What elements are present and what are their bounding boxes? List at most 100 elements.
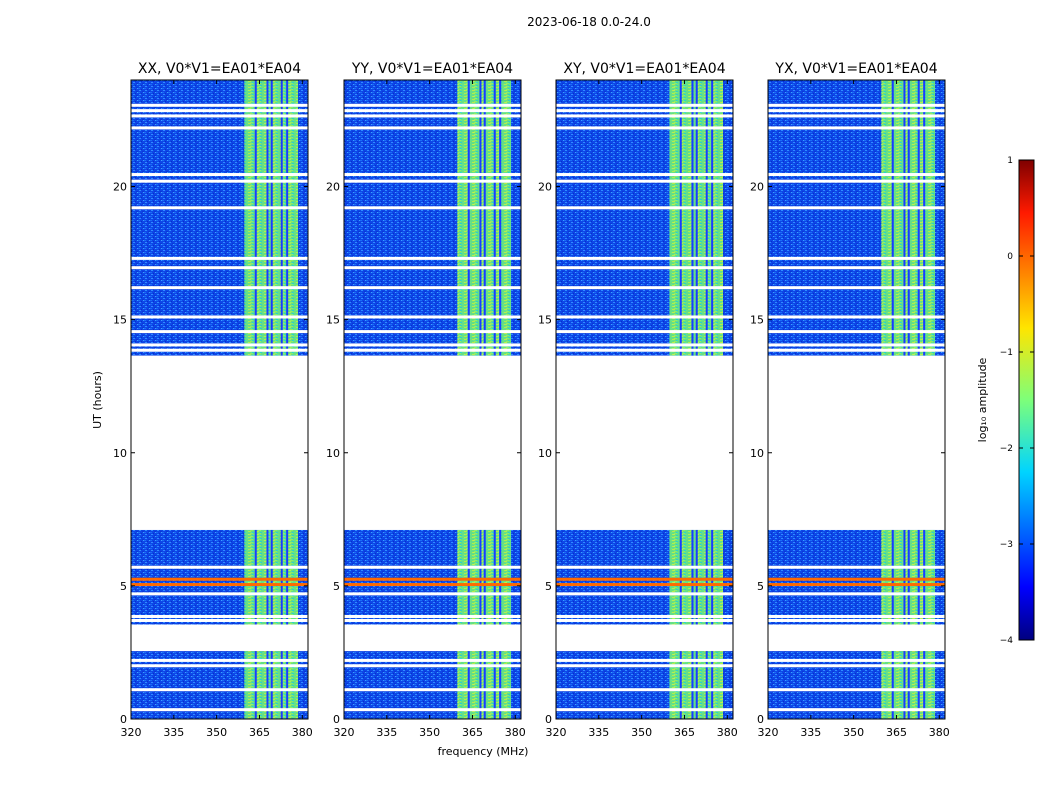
flagged-row: [556, 565, 733, 569]
flagged-row: [131, 565, 308, 569]
flagged-row: [556, 348, 733, 352]
channel-gap: [499, 651, 502, 719]
channel-gap: [266, 651, 269, 719]
flagged-row: [344, 330, 521, 334]
flagged-row: [768, 103, 945, 107]
x-tick-label: 320: [121, 726, 142, 739]
x-tick-label: 350: [631, 726, 652, 739]
plot-frame: [767, 79, 946, 720]
flagged-row: [556, 179, 733, 183]
channel-gap: [907, 80, 910, 356]
channel-gap: [891, 80, 894, 356]
x-tick-label: 380: [929, 726, 950, 739]
channel-gap: [679, 651, 682, 719]
flagged-row: [344, 664, 521, 668]
y-tick-label: 10: [750, 447, 764, 460]
flagged-row: [768, 330, 945, 334]
channel-gap: [917, 80, 920, 356]
channel-gap: [923, 80, 926, 356]
flagged-row: [768, 109, 945, 113]
channel-gap: [705, 80, 708, 356]
flagged-row: [344, 708, 521, 712]
rfi-row: [344, 583, 521, 587]
flagged-row: [556, 664, 733, 668]
channel-gap: [483, 80, 486, 356]
y-tick-label: 5: [545, 580, 552, 593]
y-tick-label: 15: [750, 314, 764, 327]
flagged-row: [768, 315, 945, 319]
y-tick-label: 5: [120, 580, 127, 593]
flagged-row: [131, 658, 308, 662]
channel-gap: [493, 529, 496, 625]
channel-gap: [711, 651, 714, 719]
colorbar-tick-label: −2: [1000, 444, 1013, 454]
channel-gap: [270, 651, 273, 719]
flagged-row: [556, 614, 733, 618]
channel-gap: [907, 651, 910, 719]
colorbar-label: log₁₀ amplitude: [976, 357, 989, 442]
flagged-row: [131, 173, 308, 177]
flagged-row: [344, 565, 521, 569]
flagged-row: [768, 256, 945, 260]
channel-gap: [280, 651, 283, 719]
x-tick-label: 365: [886, 726, 907, 739]
channel-gap: [467, 80, 470, 356]
flagged-row: [344, 618, 521, 622]
channel-gap: [705, 651, 708, 719]
flagged-row: [556, 708, 733, 712]
rfi-row: [768, 577, 945, 581]
x-tick-label: 365: [674, 726, 695, 739]
channel-gap: [266, 80, 269, 356]
flagged-row: [768, 348, 945, 352]
flagged-row: [768, 565, 945, 569]
channel-gap: [695, 651, 698, 719]
flagged-row: [768, 114, 945, 118]
flagged-row: [768, 343, 945, 347]
y-tick-label: 10: [326, 447, 340, 460]
flagged-row: [556, 315, 733, 319]
panel-title: YY, V0*V1=EA01*EA04: [351, 61, 513, 77]
panel-title: YX, V0*V1=EA01*EA04: [774, 61, 937, 77]
flagged-row: [344, 173, 521, 177]
flagged-row: [768, 664, 945, 668]
flagged-row: [556, 330, 733, 334]
flagged-row: [131, 592, 308, 596]
channel-gap: [691, 651, 694, 719]
y-tick-label: 0: [757, 713, 764, 726]
channel-gap: [483, 529, 486, 625]
channel-gap: [254, 529, 257, 625]
channel-gap: [907, 529, 910, 625]
flagged-row: [768, 179, 945, 183]
flagged-row: [556, 618, 733, 622]
rfi-row: [556, 577, 733, 581]
flagged-row: [556, 173, 733, 177]
y-tick-label: 10: [538, 447, 552, 460]
flagged-row: [131, 348, 308, 352]
channel-gap: [923, 529, 926, 625]
flagged-row: [344, 256, 521, 260]
flagged-row: [344, 179, 521, 183]
flagged-row: [344, 315, 521, 319]
channel-gap: [691, 529, 694, 625]
flagged-row: [344, 114, 521, 118]
channel-gap: [923, 651, 926, 719]
x-tick-label: 335: [163, 726, 184, 739]
channel-gap: [286, 529, 289, 625]
x-tick-label: 380: [505, 726, 526, 739]
flagged-row: [344, 688, 521, 692]
flagged-row: [768, 126, 945, 130]
figure-title: 2023-06-18 0.0-24.0: [527, 15, 651, 29]
y-tick-label: 0: [545, 713, 552, 726]
channel-gap: [493, 651, 496, 719]
colorbar-tick-label: 1: [1007, 156, 1013, 166]
panel-4: YX, V0*V1=EA01*EA04 320 335 350 365 380 0 5 10 15…: [750, 61, 950, 739]
y-tick-label: 0: [333, 713, 340, 726]
x-tick-label: 335: [376, 726, 397, 739]
flagged-row: [556, 286, 733, 290]
flagged-row: [131, 618, 308, 622]
channel-gap: [493, 80, 496, 356]
plot-frame: [130, 79, 309, 720]
channel-gap: [705, 529, 708, 625]
y-axis-label: UT (hours): [91, 371, 104, 429]
flagged-row: [768, 618, 945, 622]
